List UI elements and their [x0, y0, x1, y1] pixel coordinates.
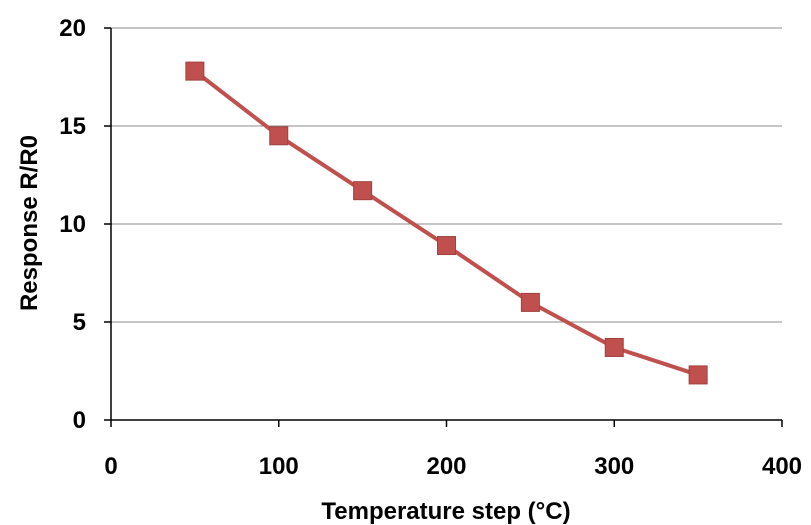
x-tick-label-200: 200 [426, 453, 466, 480]
data-point-marker [353, 181, 373, 201]
series-group [185, 61, 708, 385]
x-axis-title: Temperature step (°C) [321, 498, 570, 525]
x-tick-label-100: 100 [259, 453, 299, 480]
data-point-marker [520, 292, 540, 312]
y-tick-label-15: 15 [59, 113, 86, 140]
data-point-marker [437, 236, 456, 256]
gridlines [111, 27, 782, 323]
y-tick-label-0: 0 [73, 407, 86, 434]
data-point-marker [604, 337, 624, 357]
x-tick-label-400: 400 [762, 453, 802, 480]
x-tick-label-0: 0 [104, 453, 117, 480]
y-axis-title: Response R/R0 [16, 135, 43, 311]
data-point-marker [688, 365, 708, 385]
data-point-marker [269, 126, 289, 146]
data-point-marker [185, 61, 205, 81]
y-tick-label-5: 5 [73, 309, 86, 336]
axes [104, 27, 783, 427]
x-tick-label-300: 300 [594, 453, 634, 480]
y-tick-label-20: 20 [59, 15, 86, 42]
y-tick-label-10: 10 [59, 211, 86, 238]
